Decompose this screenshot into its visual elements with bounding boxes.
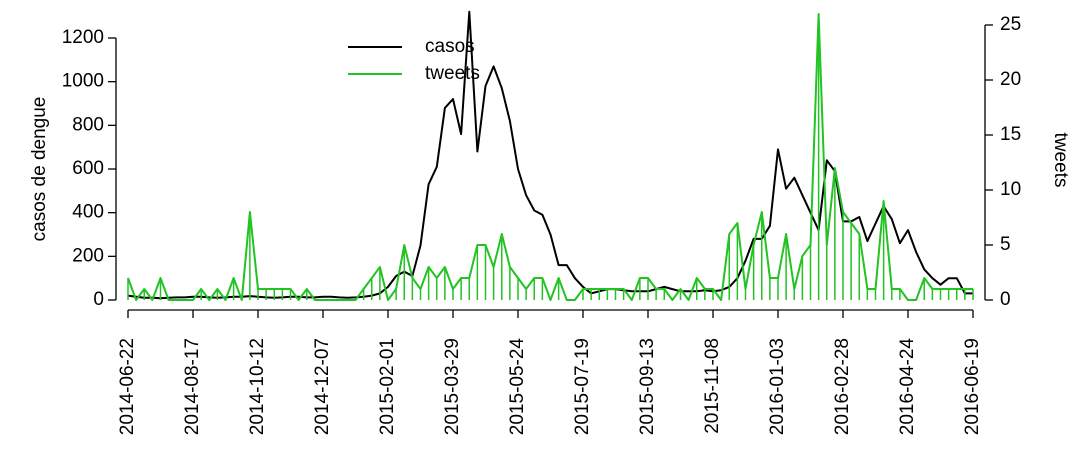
y-tick-label: 600 bbox=[72, 158, 104, 179]
y2-tick-label: 10 bbox=[1000, 179, 1021, 200]
y2-tick-label: 15 bbox=[1000, 124, 1021, 145]
legend-label: tweets bbox=[425, 63, 480, 84]
x-tick-label: 2015-05-24 bbox=[507, 338, 528, 436]
x-tick-label: 2014-10-12 bbox=[247, 338, 268, 435]
x-tick-label: 2015-07-19 bbox=[572, 338, 593, 435]
x-tick-label: 2016-02-28 bbox=[832, 338, 853, 435]
x-tick-label: 2015-03-29 bbox=[442, 338, 463, 435]
legend-label: casos bbox=[425, 36, 475, 57]
y-tick-label: 800 bbox=[72, 114, 104, 135]
x-tick-label: 2014-08-17 bbox=[182, 338, 203, 435]
y-tick-label: 1000 bbox=[62, 71, 104, 92]
x-tick-label: 2016-04-24 bbox=[897, 338, 918, 436]
x-tick-label: 2016-01-03 bbox=[767, 338, 788, 435]
x-tick-label: 2015-09-13 bbox=[637, 338, 658, 435]
y-tick-label: 200 bbox=[72, 245, 104, 266]
series-line bbox=[127, 13, 973, 301]
y-tick-label: 400 bbox=[72, 202, 104, 223]
x-tick-label: 2014-12-07 bbox=[312, 338, 333, 435]
series-line bbox=[127, 10, 973, 300]
y2-tick-label: 25 bbox=[1000, 14, 1021, 35]
y2-axis-label: tweets bbox=[1050, 133, 1071, 188]
y2-tick-label: 0 bbox=[1000, 289, 1011, 310]
y-tick-label: 1200 bbox=[62, 27, 104, 48]
y2-tick-label: 20 bbox=[1000, 69, 1021, 90]
x-tick-label: 2015-02-01 bbox=[377, 338, 398, 435]
y-axis-label: casos de dengue bbox=[29, 97, 50, 242]
x-tick-label: 2016-06-19 bbox=[962, 338, 983, 435]
y2-tick-label: 5 bbox=[1000, 234, 1011, 255]
x-tick-label: 2015-11-08 bbox=[702, 338, 723, 434]
x-tick-label: 2014-06-22 bbox=[117, 338, 138, 435]
y-tick-label: 0 bbox=[93, 289, 104, 310]
